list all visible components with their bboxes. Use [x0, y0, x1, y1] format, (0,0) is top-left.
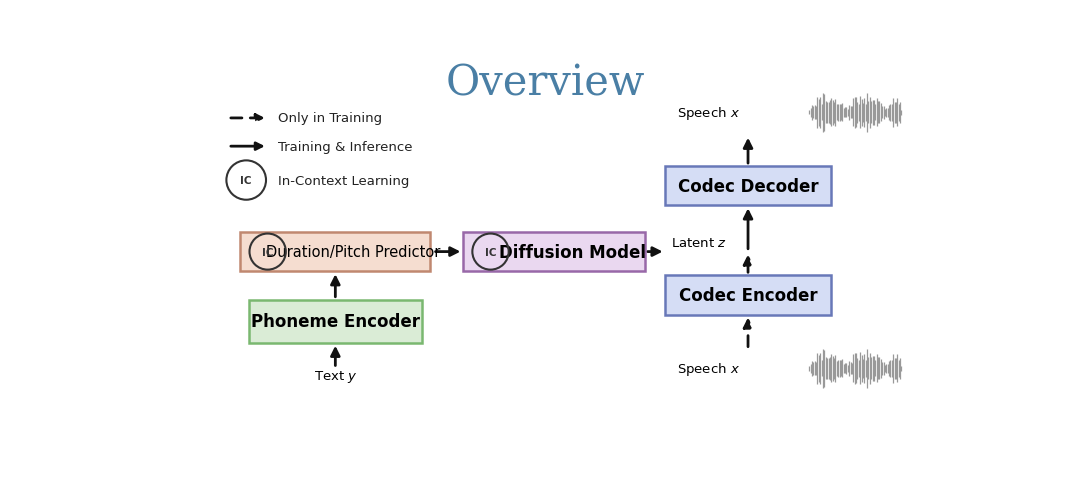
Text: IC: IC [485, 247, 496, 257]
Text: Codec Decoder: Codec Decoder [677, 177, 818, 195]
Text: Overview: Overview [446, 62, 645, 104]
FancyBboxPatch shape [463, 232, 645, 272]
FancyBboxPatch shape [666, 166, 831, 206]
Text: Phoneme Encoder: Phoneme Encoder [251, 313, 420, 330]
Text: Only in Training: Only in Training [278, 112, 381, 125]
FancyBboxPatch shape [241, 232, 430, 272]
Text: Condition $c$: Condition $c$ [344, 236, 421, 250]
Text: Training & Inference: Training & Inference [278, 141, 412, 153]
Text: In-Context Learning: In-Context Learning [278, 174, 409, 187]
FancyBboxPatch shape [249, 300, 422, 343]
Text: Codec Encoder: Codec Encoder [678, 286, 817, 305]
Text: Speech $x$: Speech $x$ [676, 104, 740, 122]
Text: Latent $z$: Latent $z$ [671, 236, 726, 249]
FancyBboxPatch shape [666, 276, 831, 315]
Text: Duration/Pitch Predictor: Duration/Pitch Predictor [266, 244, 441, 260]
Text: Text $y$: Text $y$ [313, 368, 357, 384]
Text: Speech $x$: Speech $x$ [676, 360, 740, 377]
Text: Diffusion Model: Diffusion Model [498, 243, 645, 261]
Text: IC: IC [262, 247, 274, 257]
Text: IC: IC [241, 176, 252, 185]
